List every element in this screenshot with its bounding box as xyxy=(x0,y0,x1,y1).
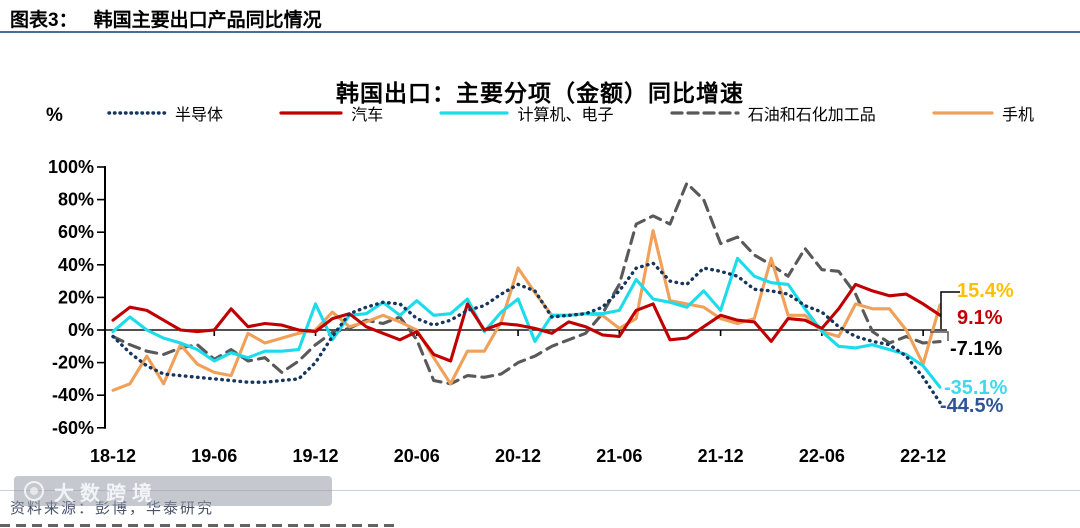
chart-legend: 半导体 汽车 计算机、电子 石油和石化加工品 手机 xyxy=(106,101,1034,125)
figure-header-title: 韩国主要出口产品同比情况 xyxy=(93,10,322,31)
svg-text:0%: 0% xyxy=(68,320,94,340)
figure-number: 图表3： xyxy=(10,10,78,31)
svg-text:21-06: 21-06 xyxy=(596,446,642,466)
watermark: 大数跨境 xyxy=(14,476,332,506)
end-value-phone: 15.4% xyxy=(957,280,1014,302)
phone-line-sample-icon xyxy=(932,111,994,115)
svg-text:21-12: 21-12 xyxy=(698,446,744,466)
svg-text:19-12: 19-12 xyxy=(293,446,339,466)
watermark-text: 大数跨境 xyxy=(54,482,158,505)
svg-text:22-12: 22-12 xyxy=(900,446,946,466)
legend-label: 石油和石化加工品 xyxy=(747,107,876,124)
svg-text:40%: 40% xyxy=(58,255,94,275)
figure-header: 图表3： 韩国主要出口产品同比情况 xyxy=(10,5,322,32)
computer-line-sample-icon xyxy=(439,111,510,115)
y-axis-unit-label: % xyxy=(46,105,63,126)
header-divider xyxy=(0,31,1080,33)
svg-text:-20%: -20% xyxy=(52,353,94,373)
legend-label: 计算机、电子 xyxy=(517,107,614,124)
end-value-semiconductor: -44.5% xyxy=(940,395,1004,417)
watermark-logo-icon xyxy=(24,481,44,501)
svg-text:20-06: 20-06 xyxy=(394,446,440,466)
svg-text:20-12: 20-12 xyxy=(495,446,541,466)
svg-text:20%: 20% xyxy=(58,287,94,307)
svg-text:18-12: 18-12 xyxy=(90,446,136,466)
end-value-auto: 9.1% xyxy=(957,307,1003,329)
footer-divider xyxy=(0,490,1080,491)
legend-item-phone: 手机 xyxy=(931,101,1034,125)
auto-line-sample-icon xyxy=(279,111,343,115)
end-value-computer: -35.1% xyxy=(944,377,1008,399)
svg-text:22-06: 22-06 xyxy=(799,446,845,466)
svg-text:80%: 80% xyxy=(58,190,94,210)
legend-label: 汽车 xyxy=(351,107,384,124)
svg-text:60%: 60% xyxy=(58,222,94,242)
svg-text:-60%: -60% xyxy=(52,418,94,438)
svg-text:19-06: 19-06 xyxy=(191,446,237,466)
legend-item-auto: 汽车 xyxy=(278,101,383,125)
legend-label: 半导体 xyxy=(175,107,224,124)
chart-title: 韩国出口：主要分项（金额）同比增速 xyxy=(336,80,744,106)
semiconductor-line-sample-icon xyxy=(107,111,167,115)
legend-item-petroleum: 石油和石化加工品 xyxy=(669,101,876,125)
end-value-petroleum: -7.1% xyxy=(950,338,1003,360)
petroleum-line-sample-icon xyxy=(670,111,740,115)
cropped-text-artifact xyxy=(0,524,396,527)
legend-label: 手机 xyxy=(1001,107,1034,124)
svg-text:100%: 100% xyxy=(48,157,94,177)
svg-text:-40%: -40% xyxy=(52,385,94,405)
legend-item-computer-electronics: 计算机、电子 xyxy=(438,101,613,125)
legend-item-semiconductor: 半导体 xyxy=(106,101,223,125)
